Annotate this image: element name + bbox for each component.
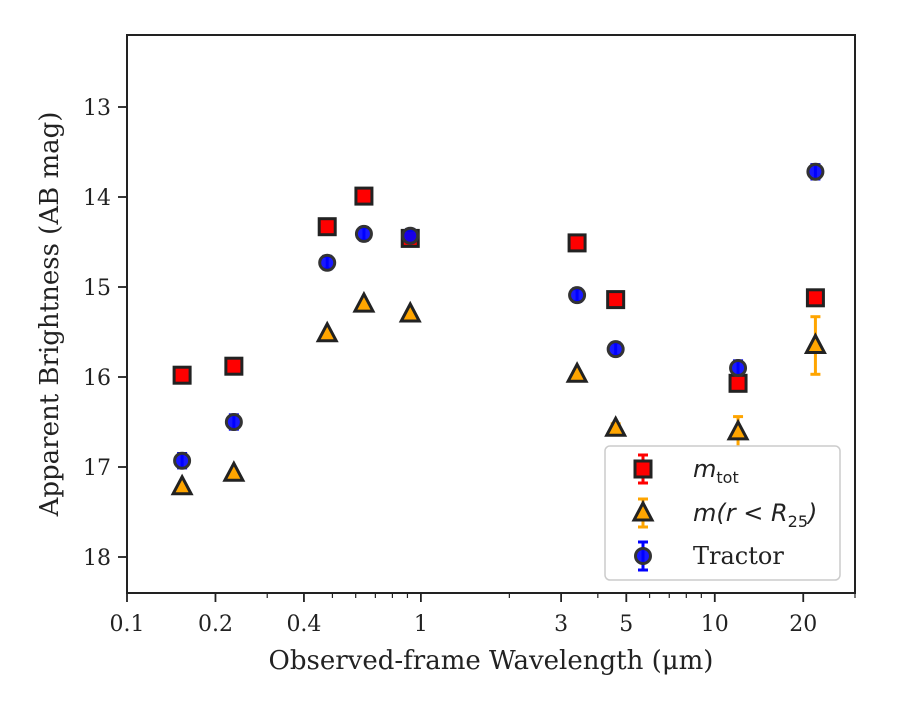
tractor-point [606,340,625,359]
legend-box [604,445,841,581]
y-tick-label: 15 [83,276,111,301]
tractor-point [318,253,337,272]
y-tick-label: 13 [83,96,111,121]
tractor-point [354,224,373,243]
x-tick-label: 1 [414,612,428,637]
y-tick-label: 17 [83,456,111,481]
mr25-point [315,320,339,343]
legend-label-tractor: Tractor [693,542,784,570]
y-tick-label: 18 [83,546,111,571]
mr25-point [726,418,750,441]
tractor-point [568,286,587,305]
legend-marker-mtot [633,459,653,479]
y-tick-label: 14 [83,186,111,211]
legend-label-mtot: mtot [693,455,739,487]
mtot-point [728,373,748,393]
mtot-point [567,233,587,253]
mr25-point [170,473,194,496]
legend: mtot m(r < R25) Tractor [604,445,841,581]
x-tick-label: 0.4 [286,612,321,637]
x-axis-label: Observed-frame Wavelength (μm) [269,646,714,676]
tractor-point [729,359,748,377]
x-tick-label: 10 [701,612,729,637]
y-tick-label: 16 [83,366,111,391]
mtot-point [354,186,374,206]
y-axis-label: Apparent Brightness (AB mag) [35,112,65,518]
legend-label-mr25: m(r < R25) [693,499,817,531]
mr25-point [565,361,589,383]
mr25-point [803,332,827,354]
legend-marker-mr25 [631,499,655,522]
mtot-point [317,217,337,237]
mr25-point [352,290,376,313]
x-tick-label: 0.2 [198,612,233,637]
x-tick-label: 0.1 [110,612,145,637]
mr25-point [398,300,422,323]
mr25-point [604,415,628,437]
tractor-point [806,162,825,181]
mr25-point [222,460,246,482]
tractor-point [173,451,192,470]
mtot-point [172,365,192,385]
tractor-point [401,226,420,245]
mtot-point [224,356,244,376]
x-tick-label: 5 [619,612,633,637]
plot-area-frame [126,34,856,594]
mtot-point [805,288,825,308]
mtot-point [606,290,626,310]
x-tick-label: 20 [789,612,817,637]
legend-marker-tractor [634,547,652,565]
tractor-point [224,413,243,431]
x-tick-label: 3 [554,612,568,637]
